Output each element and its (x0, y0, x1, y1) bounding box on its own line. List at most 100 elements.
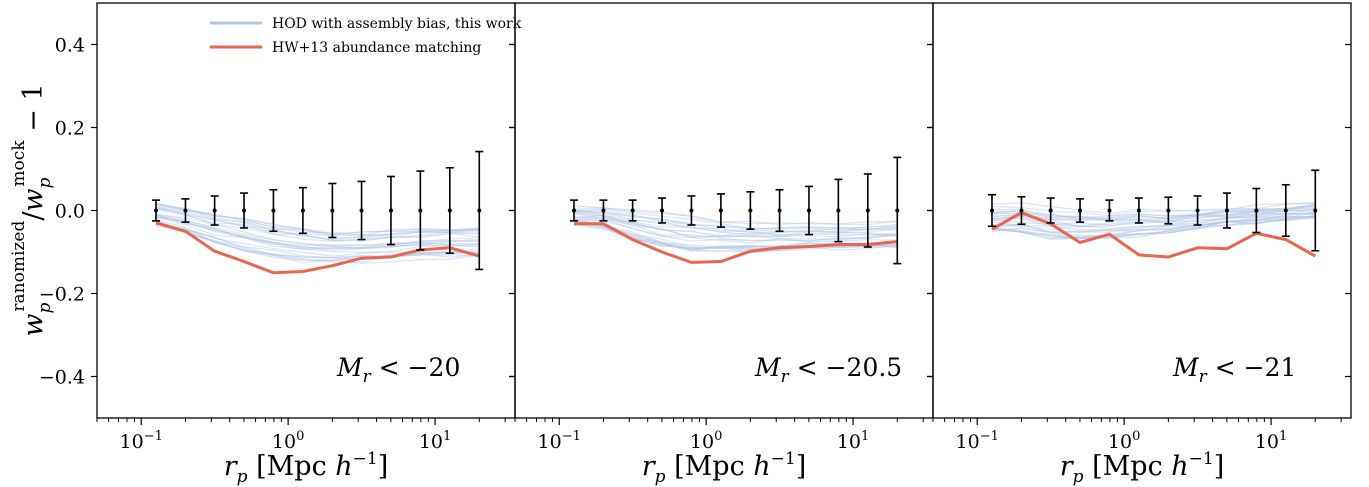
hod-realisation-line (991, 217, 1316, 240)
hod-realisation-line (573, 219, 898, 249)
hod-realisation-line (155, 204, 480, 239)
hod-realisation-line (155, 214, 480, 250)
x-tick-label: 100 (272, 429, 304, 453)
data-point (1166, 208, 1171, 213)
hod-realisation-line (155, 214, 480, 249)
hod-realisation-line (155, 203, 480, 237)
data-point (477, 208, 482, 213)
hod-realisation-line (991, 208, 1316, 221)
data-point (660, 208, 665, 213)
hod-realisation-line (991, 204, 1316, 221)
data-point (1313, 208, 1318, 213)
data-point (212, 208, 217, 213)
hod-realisation-line (991, 208, 1316, 228)
data-point (777, 208, 782, 213)
hod-realisation-line (573, 208, 898, 229)
y-axis-label: wpranomized/wpmock − 1 (9, 83, 55, 336)
hod-realisation-line (991, 205, 1316, 221)
hod-realisation-line (155, 215, 480, 251)
hod-realisation-line (155, 206, 480, 236)
hod-realisation-line (155, 219, 480, 259)
data-point (836, 208, 841, 213)
x-tick-label: 10−1 (956, 429, 999, 453)
hod-realisation-line (991, 217, 1316, 241)
hod-realisation-line (155, 209, 480, 242)
hod-realisation-line (573, 207, 898, 226)
hod-realisation-line (991, 204, 1316, 220)
x-tick-label: 10−1 (538, 429, 581, 453)
magnitude-annotation: Mr < −20 (336, 353, 460, 387)
hod-realisation-line (155, 223, 480, 259)
hod-realisation-line (155, 223, 480, 261)
x-axis-label: rp [Mpc h−1] (1060, 449, 1225, 487)
hod-realisation-line (155, 204, 480, 236)
data-point (1224, 208, 1229, 213)
hod-realisation-line (991, 216, 1316, 239)
x-tick-label: 100 (690, 429, 722, 453)
data-point (1283, 208, 1288, 213)
hod-realisation-line (155, 205, 480, 242)
hod-realisation-line (991, 202, 1316, 217)
data-point (989, 208, 994, 213)
data-point (300, 208, 305, 213)
x-axis-label: rp [Mpc h−1] (224, 449, 389, 487)
data-point (1195, 208, 1200, 213)
hod-realisation-line (573, 218, 898, 243)
hod-realisation-line (991, 215, 1316, 233)
hod-realisation-line (573, 217, 898, 244)
hod-realisation-line (155, 214, 480, 246)
data-point (1136, 208, 1141, 213)
x-tick-label: 10−1 (120, 429, 163, 453)
data-point (388, 208, 393, 213)
hod-realisation-line (991, 215, 1316, 238)
data-point (447, 208, 452, 213)
am-line (991, 210, 1317, 259)
hod-realisation-line (991, 211, 1316, 233)
data-point (183, 208, 188, 213)
magnitude-annotation: Mr < −20.5 (754, 353, 902, 387)
hod-realisation-line (573, 215, 898, 240)
data-point (153, 208, 158, 213)
data-point (330, 208, 335, 213)
magnitude-annotation: Mr < −21 (1172, 353, 1296, 387)
hod-realisation-line (155, 220, 480, 261)
data-point (1019, 208, 1024, 213)
y-tick-label: 0.0 (55, 201, 85, 223)
hod-realisation-line (573, 211, 898, 231)
y-tick-label: −0.2 (39, 284, 85, 306)
data-point (242, 208, 247, 213)
x-tick-label: 101 (1255, 429, 1287, 453)
hod-realisation-line (155, 213, 480, 247)
hod-realisation-line (991, 207, 1316, 223)
hod-realisation-line (155, 222, 480, 264)
hod-realisation-line (573, 209, 898, 232)
hod-realisation-line (155, 207, 480, 240)
hod-realisation-line (573, 216, 898, 236)
data-point (630, 208, 635, 213)
hod-realisation-line (573, 209, 898, 231)
hod-realisation-line (155, 213, 480, 249)
hod-realisation-line (155, 216, 480, 251)
data-point (1078, 208, 1083, 213)
hod-realisation-line (573, 209, 898, 234)
x-tick-label: 100 (1108, 429, 1140, 453)
am-line (155, 221, 480, 275)
hod-realisation-line (155, 218, 480, 257)
hod-realisation-line (155, 216, 480, 253)
hod-realisation-line (991, 212, 1316, 230)
hod-realisation-line (573, 218, 898, 242)
x-axis-label: rp [Mpc h−1] (642, 449, 807, 487)
panels-layer: −0.4 −0.2 0.0 0.2 0.4 10−1 100 101 rp [Mpc h−1] M… (39, 2, 1352, 487)
x-tick-label: 101 (419, 429, 451, 453)
hod-realisation-line (155, 225, 480, 264)
data-point (718, 208, 723, 213)
data-point (1107, 208, 1112, 213)
data-point (895, 208, 900, 213)
hod-realisation-line (155, 207, 480, 238)
hod-realisation-line (991, 202, 1316, 219)
panel-3: 10−1 100 101 rp [Mpc h−1] Mr < −21 (927, 2, 1352, 487)
data-point (271, 208, 276, 213)
legend: HOD with assembly bias, this work HW+13 … (210, 16, 522, 56)
legend-label-am: HW+13 abundance matching (272, 40, 481, 56)
